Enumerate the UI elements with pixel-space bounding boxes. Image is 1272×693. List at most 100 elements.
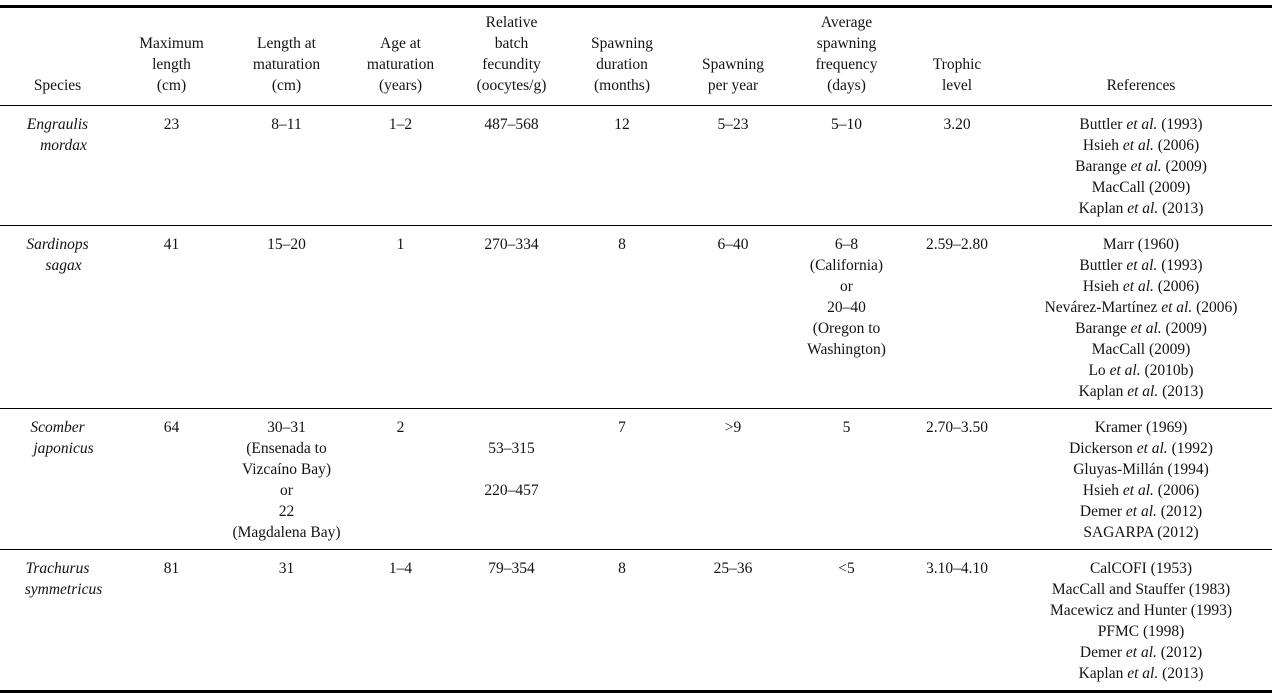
cell-line: 6–40 — [717, 236, 749, 253]
column-header-line: (cm) — [156, 77, 187, 94]
column-header-max-length: Maximum length (cm) — [115, 6, 228, 106]
cell-line: >9 — [724, 419, 742, 436]
cell-spawning-per-year: 6–40 — [677, 225, 789, 409]
cell-age-at-maturation: 1–4 — [345, 550, 456, 692]
cell-line: 2 — [396, 419, 405, 436]
column-header-line: (days) — [827, 77, 866, 94]
cell-length-at-maturation: 8–11 — [228, 105, 345, 226]
cell-line: or — [280, 482, 293, 499]
column-header-spawning-frequency: Average spawning frequency (days) — [789, 6, 904, 106]
cell-max-length: 64 — [115, 408, 228, 550]
cell-line: 8 — [618, 236, 626, 253]
column-header-references: References — [1010, 6, 1272, 106]
reference-item: Nevárez-Martínez et al. (2006) — [1044, 299, 1238, 316]
column-header-line: Spawning — [591, 35, 653, 52]
cell-trophic-level: 3.20 — [904, 105, 1010, 226]
cell-max-length: 23 — [115, 105, 228, 226]
cell-line: or — [840, 278, 853, 295]
table-header-row: Species Maximum length (cm) Length at maturat… — [0, 6, 1272, 106]
cell-age-at-maturation: 2 — [345, 408, 456, 550]
column-header-line: maturation — [366, 56, 435, 73]
cell-spawning-per-year: 5–23 — [677, 105, 789, 226]
reference-item: Dickerson et al. (1992) — [1069, 440, 1213, 457]
cell-spawning-frequency: <5 — [789, 550, 904, 692]
reference-item: Hsieh et al. (2006) — [1082, 137, 1200, 154]
cell-line: 41 — [163, 236, 180, 253]
cell-spawning-duration: 7 — [567, 408, 677, 550]
species-name-line: Trachurus — [25, 560, 90, 577]
reference-item: Kaplan et al. (2013) — [1078, 200, 1204, 217]
cell-line: 1 — [396, 236, 405, 253]
cell-line: 220–457 — [484, 482, 539, 499]
cell-line — [458, 459, 565, 480]
reference-item: Buttler et al. (1993) — [1079, 116, 1203, 133]
species-life-history-table: Species Maximum length (cm) Length at maturat… — [0, 5, 1272, 693]
cell-line: 487–568 — [484, 116, 539, 133]
species-name-line: Engraulis — [26, 116, 89, 133]
reference-item: Hsieh et al. (2006) — [1082, 278, 1200, 295]
cell-length-at-maturation: 31 — [228, 550, 345, 692]
cell-line: 1–2 — [388, 116, 413, 133]
column-header-line: duration — [596, 56, 648, 73]
cell-line: (Ensenada to — [246, 440, 327, 457]
reference-item: CalCOFI (1953) — [1089, 560, 1193, 577]
cell-species: Scomber japonicus — [0, 408, 115, 550]
cell-fecundity: 270–334 — [456, 225, 567, 409]
cell-spawning-frequency: 5–10 — [789, 105, 904, 226]
cell-trophic-level: 2.70–3.50 — [904, 408, 1010, 550]
column-header-line: Maximum — [139, 35, 204, 52]
column-header-line: Age at — [380, 35, 421, 52]
table-row: Sardinops sagax 41 15–20 1 270–334 8 6–40 6–8 (Ca… — [0, 225, 1272, 409]
column-header-line: batch — [494, 35, 529, 52]
reference-item: Marr (1960) — [1102, 236, 1180, 253]
cell-line: 8 — [618, 560, 626, 577]
column-header-length-at-maturation: Length at maturation (cm) — [228, 6, 345, 106]
column-header-line: (months) — [594, 77, 650, 94]
cell-line: 79–354 — [488, 560, 535, 577]
table-body: Engraulis mordax 23 8–11 1–2 487–568 12 5–23 5–1… — [0, 105, 1272, 692]
reference-item: Macewicz and Hunter (1993) — [1049, 602, 1233, 619]
reference-item: MacCall (2009) — [1091, 341, 1191, 358]
reference-item: Kramer (1969) — [1094, 419, 1188, 436]
cell-line: 8–11 — [271, 116, 302, 133]
column-header-line: Spawning — [702, 56, 764, 73]
column-header-species: Species — [0, 6, 115, 106]
column-header-line: fecundity — [482, 56, 541, 73]
cell-line: 64 — [163, 419, 180, 436]
cell-length-at-maturation: 30–31 (Ensenada to Vizcaíno Bay) or 22 (Magda… — [228, 408, 345, 550]
cell-line: 5 — [842, 419, 851, 436]
cell-line: 5–23 — [717, 116, 749, 133]
reference-item: Barange et al. (2009) — [1075, 158, 1207, 175]
column-header-line: (years) — [378, 77, 423, 94]
table-row: Engraulis mordax 23 8–11 1–2 487–568 12 5–23 5–1… — [0, 105, 1272, 226]
reference-item: Buttler et al. (1993) — [1079, 257, 1203, 274]
cell-line: 270–334 — [484, 236, 539, 253]
column-header-line: spawning — [816, 35, 877, 52]
cell-max-length: 41 — [115, 225, 228, 409]
column-header-trophic-level: Trophic level — [904, 6, 1010, 106]
column-header-line: (oocytes/g) — [476, 77, 547, 94]
cell-line: Washington) — [807, 341, 886, 358]
reference-item: Demer et al. (2012) — [1079, 644, 1203, 661]
column-header-age-at-maturation: Age at maturation (years) — [345, 6, 456, 106]
column-header-fecundity: Relative batch fecundity (oocytes/g) — [456, 6, 567, 106]
column-header-line: (cm) — [271, 77, 302, 94]
reference-item: Barange et al. (2009) — [1075, 320, 1207, 337]
cell-spawning-frequency: 6–8 (California) or 20–40 (Oregon to Washingt… — [789, 225, 904, 409]
table-header: Species Maximum length (cm) Length at maturat… — [0, 6, 1272, 106]
cell-line: 3.20 — [943, 116, 971, 133]
cell-age-at-maturation: 1 — [345, 225, 456, 409]
cell-line: 3.10–4.10 — [926, 560, 988, 577]
species-name-line: Sardinops — [26, 236, 89, 253]
cell-species: Sardinops sagax — [0, 225, 115, 409]
cell-line: 2.70–3.50 — [926, 419, 988, 436]
table-row: Trachurus symmetricus 81 31 1–4 79–354 8 25–36 <… — [0, 550, 1272, 692]
cell-line: (Magdalena Bay) — [232, 524, 341, 541]
cell-line: 23 — [163, 116, 180, 133]
cell-fecundity: 79–354 — [456, 550, 567, 692]
cell-line: 31 — [278, 560, 295, 577]
cell-fecundity: 53–315 220–457 — [456, 408, 567, 550]
cell-trophic-level: 2.59–2.80 — [904, 225, 1010, 409]
cell-line: 81 — [163, 560, 180, 577]
column-header-line: Trophic — [932, 56, 982, 73]
